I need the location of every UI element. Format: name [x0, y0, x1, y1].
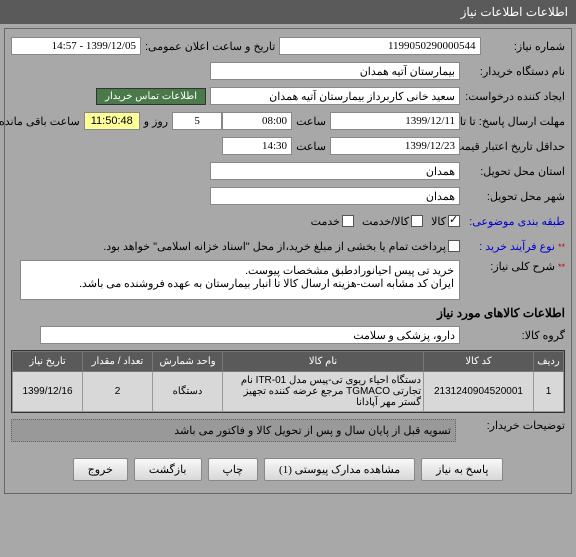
process-checkbox-group[interactable]: پرداخت تمام یا بخشی از مبلغ خرید،از محل … [103, 240, 460, 253]
th-name: نام کالا [223, 352, 424, 372]
response-deadline-label: مهلت ارسال پاسخ: تا تاریخ: [460, 115, 565, 128]
response-time-input[interactable] [222, 112, 292, 130]
row-buyer-device: نام دستگاه خریدار: [11, 60, 565, 82]
cell-qty: 2 [83, 372, 153, 412]
city-input[interactable] [210, 187, 460, 205]
cell-unit: دستگاه [153, 372, 223, 412]
attachments-button[interactable]: مشاهده مدارک پیوستی (1) [264, 458, 415, 481]
process-note: پرداخت تمام یا بخشی از مبلغ خرید،از محل … [103, 240, 446, 253]
exit-button[interactable]: خروج [73, 458, 128, 481]
validity-label: حداقل تاریخ اعتبار قیمت: تا تاریخ: [460, 140, 565, 153]
back-button[interactable]: بازگشت [134, 458, 202, 481]
countdown-box: 11:50:48 [84, 112, 140, 130]
response-date-input[interactable] [330, 112, 460, 130]
need-number-label: شماره نیاز: [481, 40, 565, 53]
days-label: روز و [144, 115, 168, 128]
stars-icon: ** [558, 242, 565, 252]
buyer-device-label: نام دستگاه خریدار: [460, 65, 565, 78]
action-buttons: پاسخ به نیاز مشاهده مدارک پیوستی (1) چاپ… [11, 452, 565, 487]
remaining-label: ساعت باقی مانده [0, 115, 80, 128]
time-label-1: ساعت [296, 115, 326, 128]
summary-label: ** شرح کلی نیاز: [460, 260, 565, 273]
row-province: استان محل تحویل: [11, 160, 565, 182]
days-input[interactable] [172, 112, 222, 130]
summary-textarea[interactable] [20, 260, 460, 300]
row-response-deadline: مهلت ارسال پاسخ: تا تاریخ: ساعت روز و 11… [11, 110, 565, 132]
checkbox-goods-label: کالا [431, 215, 446, 228]
validity-date-input[interactable] [330, 137, 460, 155]
cell-idx: 1 [534, 372, 564, 412]
th-unit: واحد شمارش [153, 352, 223, 372]
checkbox-goods-service[interactable] [411, 215, 423, 227]
validity-time-input[interactable] [222, 137, 292, 155]
goods-table-container: ردیف کد کالا نام کالا واحد شمارش تعداد /… [11, 350, 565, 413]
goods-group-label: گروه کالا: [460, 329, 565, 342]
checkbox-goods-service-label: کالا/خدمت [362, 215, 409, 228]
print-button[interactable]: چاپ [208, 458, 259, 481]
respond-button[interactable]: پاسخ به نیاز [421, 458, 503, 481]
category-label: طبقه بندی موضوعی: [460, 215, 565, 228]
checkbox-goods[interactable] [448, 215, 460, 227]
province-input[interactable] [210, 162, 460, 180]
main-container: شماره نیاز: تاریخ و ساعت اعلان عمومی: نا… [0, 24, 576, 557]
checkbox-service-label: خدمت [311, 215, 340, 228]
form-box: شماره نیاز: تاریخ و ساعت اعلان عمومی: نا… [4, 28, 572, 494]
table-row[interactable]: 1 2131240904520001 دستگاه احیاء ریوی تی-… [13, 372, 564, 412]
checkbox-goods-service-group[interactable]: کالا/خدمت [362, 215, 423, 228]
process-type-label: ** نوع فرآیند خرید : [460, 240, 565, 253]
row-category: طبقه بندی موضوعی: کالا کالا/خدمت خدمت [11, 210, 565, 232]
row-validity: حداقل تاریخ اعتبار قیمت: تا تاریخ: ساعت [11, 135, 565, 157]
cell-name: دستگاه احیاء ریوی تی-پیس مدل ITR-01 نام … [223, 372, 424, 412]
category-checkboxes: کالا کالا/خدمت خدمت [311, 215, 460, 228]
row-process-type: ** نوع فرآیند خرید : پرداخت تمام یا بخشی… [11, 235, 565, 257]
row-need-number: شماره نیاز: تاریخ و ساعت اعلان عمومی: [11, 35, 565, 57]
row-creator: ایجاد کننده درخواست: اطلاعات تماس خریدار [11, 85, 565, 107]
buyer-device-input[interactable] [210, 62, 460, 80]
table-header-row: ردیف کد کالا نام کالا واحد شمارش تعداد /… [13, 352, 564, 372]
need-number-input[interactable] [279, 37, 480, 55]
checkbox-service-group[interactable]: خدمت [311, 215, 354, 228]
goods-info-title: اطلاعات کالاهای مورد نیاز [11, 306, 565, 320]
city-label: شهر محل تحویل: [460, 190, 565, 203]
process-checkbox[interactable] [448, 240, 460, 252]
buyer-notes-text: تسویه قبل از پایان سال و پس از تحویل کال… [11, 419, 456, 442]
buyer-notes-row: توضیحات خریدار: تسویه قبل از پایان سال و… [11, 419, 565, 442]
header-bar: اطلاعات اطلاعات نیاز [0, 0, 576, 24]
th-date: تاریخ نیاز [13, 352, 83, 372]
checkbox-service[interactable] [342, 215, 354, 227]
row-summary: ** شرح کلی نیاز: [11, 260, 565, 300]
checkbox-goods-group[interactable]: کالا [431, 215, 460, 228]
th-qty: تعداد / مقدار [83, 352, 153, 372]
creator-input[interactable] [210, 87, 460, 105]
th-code: کد کالا [424, 352, 534, 372]
header-title: اطلاعات اطلاعات نیاز [461, 5, 568, 19]
goods-table: ردیف کد کالا نام کالا واحد شمارش تعداد /… [12, 351, 564, 412]
contact-info-button[interactable]: اطلاعات تماس خریدار [96, 88, 206, 105]
creator-label: ایجاد کننده درخواست: [460, 90, 565, 103]
cell-code: 2131240904520001 [424, 372, 534, 412]
row-city: شهر محل تحویل: [11, 185, 565, 207]
stars-icon-2: ** [558, 262, 565, 272]
time-label-2: ساعت [296, 140, 326, 153]
buyer-notes-label: توضیحات خریدار: [460, 419, 565, 432]
cell-date: 1399/12/16 [13, 372, 83, 412]
province-label: استان محل تحویل: [460, 165, 565, 178]
th-row: ردیف [534, 352, 564, 372]
row-goods-group: گروه کالا: [11, 324, 565, 346]
announce-date-label: تاریخ و ساعت اعلان عمومی: [145, 40, 275, 53]
announce-date-input[interactable] [11, 37, 141, 55]
goods-group-input[interactable] [40, 326, 460, 344]
